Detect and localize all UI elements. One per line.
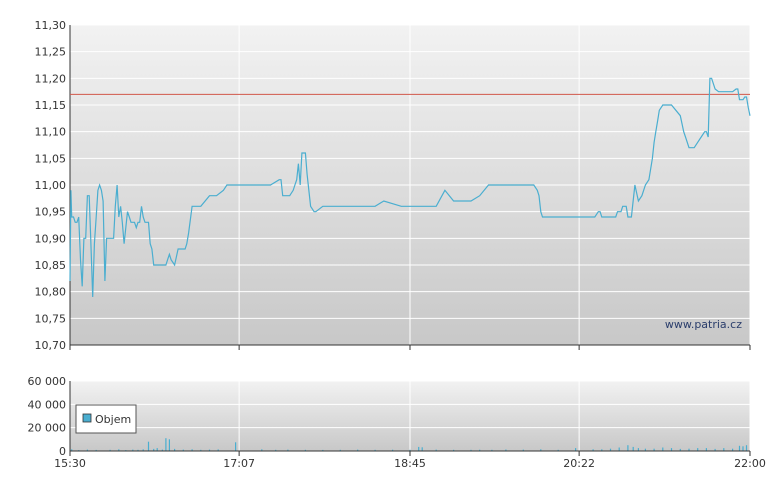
volume-bar xyxy=(575,448,577,451)
volume-bar xyxy=(147,441,150,451)
volume-bar xyxy=(132,449,134,451)
volume-bar xyxy=(627,445,629,451)
price-y-tick-label: 10,75 xyxy=(35,312,67,325)
price-y-tick-label: 11,25 xyxy=(35,46,67,59)
volume-bar xyxy=(142,449,144,452)
volume-bar xyxy=(688,448,690,451)
volume-bar xyxy=(732,448,734,451)
volume-bar xyxy=(235,442,237,452)
volume-bar xyxy=(339,449,341,451)
volume-bar xyxy=(670,448,673,451)
price-y-tick-label: 11,30 xyxy=(35,19,67,32)
volume-bar xyxy=(491,449,493,451)
volume-bar xyxy=(705,448,707,451)
volume-bar xyxy=(174,448,176,451)
volume-y-tick-label: 0 xyxy=(59,445,66,458)
volume-bar xyxy=(118,449,120,452)
volume-bar xyxy=(168,439,170,451)
volume-bar xyxy=(479,449,481,451)
volume-bar xyxy=(435,449,437,451)
volume-bar xyxy=(557,449,559,451)
price-line xyxy=(69,77,751,298)
volume-bar xyxy=(738,445,741,452)
price-y-tick-label: 11,20 xyxy=(35,72,67,85)
volume-bar xyxy=(261,449,263,452)
volume-bar xyxy=(191,449,193,452)
volume-bar xyxy=(208,449,211,451)
volume-bar xyxy=(200,449,202,451)
volume-bar xyxy=(392,449,394,451)
legend-label: Objem xyxy=(95,413,131,426)
price-y-tick-label: 11,15 xyxy=(35,99,67,112)
legend-box xyxy=(75,404,137,434)
volume-y-axis: 60 000 40 000 20 000 0 xyxy=(28,375,67,458)
price-y-axis: 11,30 11,25 11,20 11,15 11,10 11,05 11,00 10,95… xyxy=(35,19,67,352)
volume-bar xyxy=(322,449,324,451)
watermark: www.patria.cz xyxy=(665,318,742,331)
volume-bar xyxy=(618,447,620,451)
price-y-tick-label: 10,80 xyxy=(35,286,67,299)
volume-bar xyxy=(374,449,376,451)
x-tick-label: 20:22 xyxy=(563,457,595,470)
volume-bar xyxy=(662,447,664,451)
volume-bar xyxy=(165,438,167,451)
volume-y-tick-label: 20 000 xyxy=(28,422,67,435)
price-y-tick-label: 11,05 xyxy=(35,152,67,165)
legend: Objem xyxy=(75,404,137,434)
volume-bar xyxy=(714,448,716,451)
volume-bar xyxy=(644,448,646,451)
x-tick-label: 17:07 xyxy=(223,457,255,470)
volume-bar xyxy=(109,449,111,451)
volume-bar xyxy=(217,449,219,451)
volume-bar xyxy=(275,449,277,451)
x-tick-label: 18:45 xyxy=(394,457,426,470)
x-tick-label: 15:30 xyxy=(54,457,86,470)
volume-bar xyxy=(742,446,744,451)
price-y-tick-label: 11,00 xyxy=(35,179,67,192)
volume-bar xyxy=(418,446,420,451)
volume-bar xyxy=(86,449,88,451)
volume-bar xyxy=(156,448,158,451)
volume-bar xyxy=(609,448,612,451)
price-y-tick-label: 11,10 xyxy=(35,126,67,139)
volume-bar xyxy=(137,449,139,451)
volume-bar xyxy=(421,447,423,451)
volume-y-tick-label: 40 000 xyxy=(28,398,67,411)
price-y-tick-label: 10,90 xyxy=(35,232,67,245)
volume-bar xyxy=(637,448,639,451)
volume-bar xyxy=(287,449,289,451)
volume-bar xyxy=(592,449,594,452)
x-axis: 15:30 17:07 18:45 20:22 22:00 xyxy=(54,345,766,470)
volume-bar xyxy=(697,448,699,451)
x-tick-label: 22:00 xyxy=(734,457,766,470)
volume-bar xyxy=(601,449,603,452)
legend-swatch xyxy=(82,413,92,423)
volume-y-tick-label: 60 000 xyxy=(28,375,67,388)
volume-bar xyxy=(153,448,155,451)
price-y-tick-label: 10,70 xyxy=(35,339,67,352)
volume-bar xyxy=(161,449,163,451)
volume-bar xyxy=(95,449,97,451)
volume-bar xyxy=(453,449,455,451)
volume-bar xyxy=(679,448,681,451)
price-y-tick-label: 10,95 xyxy=(35,206,67,219)
volume-bar xyxy=(409,449,411,451)
volume-bar xyxy=(540,449,542,452)
volume-bar xyxy=(470,449,472,451)
volume-bar xyxy=(357,449,359,451)
volume-bar xyxy=(182,449,184,451)
volume-bar xyxy=(723,448,725,451)
volume-bar xyxy=(71,449,73,452)
volume-bar xyxy=(505,449,507,451)
volume-bar xyxy=(745,445,748,451)
volume-bar xyxy=(632,446,634,451)
volume-bar xyxy=(522,449,524,451)
volume-bar xyxy=(653,448,655,451)
volume-bar xyxy=(304,449,306,451)
price-y-tick-label: 10,85 xyxy=(35,259,67,272)
